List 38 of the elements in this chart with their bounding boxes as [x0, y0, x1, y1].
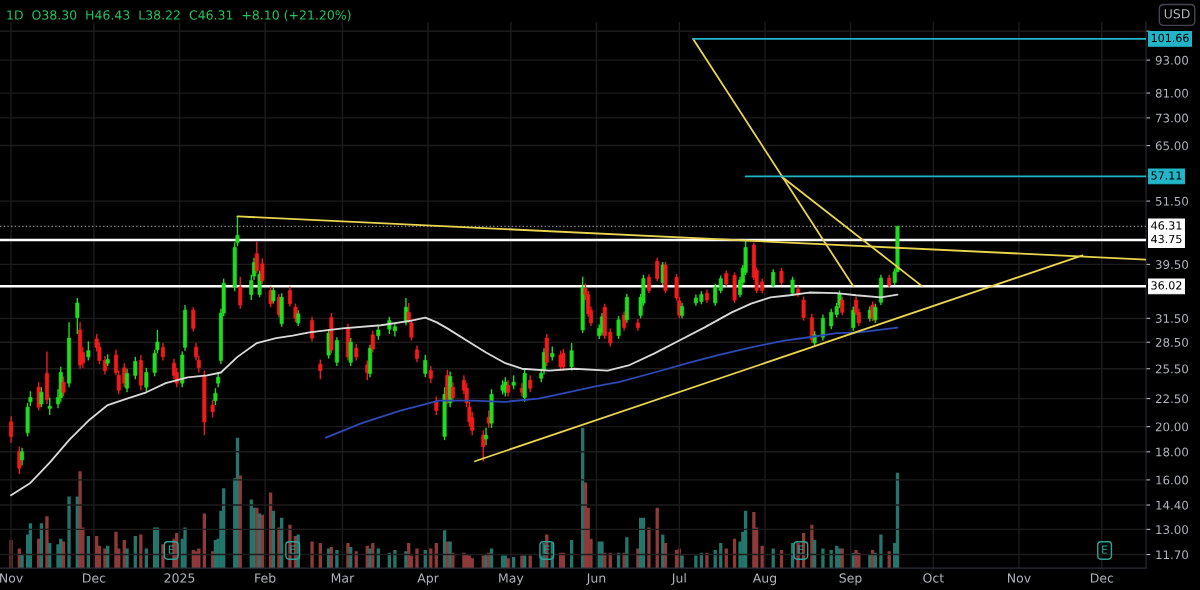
y-tick-label: 31.50	[1155, 314, 1189, 323]
x-tick-label: Aug	[752, 573, 776, 586]
ref-line-label: 46.31	[1151, 221, 1182, 230]
y-tick-label: 16.00	[1156, 475, 1189, 485]
y-tick-label: 11.70	[1156, 550, 1189, 560]
x-tick-label: Mar	[331, 573, 355, 583]
y-tick-label: 20.00	[1155, 422, 1189, 432]
x-tick-label: Jul	[671, 573, 686, 586]
x-tick-label: Oct	[923, 573, 944, 583]
x-tick-label: May	[499, 573, 524, 586]
y-tick-label: 25.50	[1155, 364, 1189, 374]
x-tick-label: Apr	[417, 573, 439, 586]
y-tick-label: 51.50	[1155, 196, 1189, 206]
annotation: E	[1102, 545, 1108, 554]
y-tick-label: 73.00	[1156, 113, 1189, 123]
ref-line-label: 36.02	[1151, 281, 1182, 290]
y-tick-label: 65.00	[1155, 141, 1189, 151]
ref-line-label: 43.75	[1151, 234, 1182, 244]
x-tick-label: Feb	[255, 573, 276, 583]
text: USD	[1164, 9, 1190, 19]
data-label: 57.11	[1151, 171, 1182, 180]
y-tick-label: 39.50	[1155, 260, 1189, 270]
x-tick-label: Dec	[83, 573, 106, 583]
x-tick-label: Dec	[1090, 573, 1114, 583]
x-tick-label: Nov	[0, 573, 23, 583]
y-tick-label: 13.00	[1156, 525, 1189, 535]
y-tick-label: 81.00	[1155, 88, 1189, 98]
x-tick-label: 2025	[164, 573, 195, 583]
x-tick-label: Jun	[586, 573, 606, 586]
y-tick-label: 22.50	[1155, 394, 1189, 404]
chart-title: 1D O38.30 H46.43 L38.22 C46.31 +8.10 (+21.20%)	[7, 10, 351, 22]
x-tick-label: Sep	[839, 573, 862, 586]
y-tick-label: 18.00	[1156, 447, 1189, 457]
y-tick-label: 28.50	[1155, 337, 1189, 347]
y-tick-label: 14.40	[1156, 500, 1189, 510]
data-label: 101.66	[1151, 33, 1189, 43]
y-tick-label: 93.00	[1155, 55, 1189, 65]
x-tick-label: Nov	[1008, 573, 1031, 583]
